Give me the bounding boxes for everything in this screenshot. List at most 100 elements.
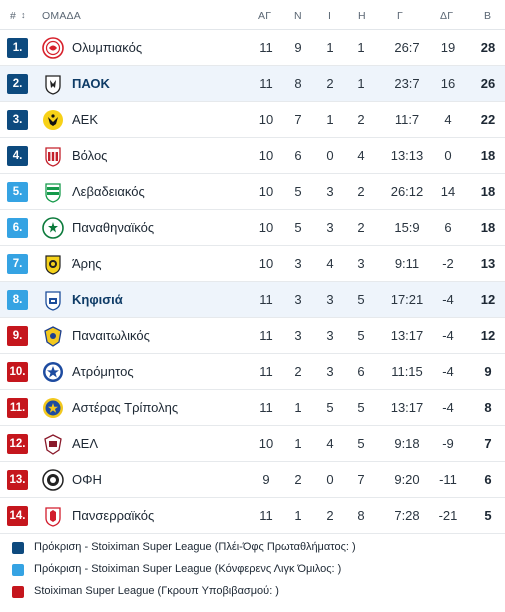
sort-icon[interactable]: ↕: [21, 10, 26, 20]
drawn-value: 2: [326, 76, 334, 91]
table-row[interactable]: 4. Βόλος 10 6 0 4 13:13 0 18: [0, 138, 505, 174]
table-row[interactable]: 3. ΑΕΚ 10 7 1 2 11:7 4 22: [0, 102, 505, 138]
lost-value: 5: [357, 400, 365, 415]
won-value: 1: [294, 508, 302, 523]
team-name[interactable]: Κηφισιά: [72, 292, 123, 307]
goal-diff-value: -4: [442, 328, 454, 343]
points-value: 8: [484, 400, 492, 415]
table-row[interactable]: 10. Ατρόμητος 11 2 3 6 11:15 -4 9: [0, 354, 505, 390]
olympiacos-crest: [42, 37, 64, 59]
goals-value: 13:13: [390, 148, 424, 163]
table-row[interactable]: 2. ΠΑΟΚ 11 8 2 1 23:7 16 26: [0, 66, 505, 102]
played-value: 11: [259, 364, 273, 379]
team-name[interactable]: Άρης: [72, 256, 102, 271]
points-value: 5: [484, 508, 492, 523]
table-row[interactable]: 7. Άρης 10 3 4 3 9:11 -2 13: [0, 246, 505, 282]
lost-value: 2: [357, 184, 365, 199]
played-value: 10: [258, 436, 274, 451]
lost-value: 2: [357, 112, 365, 127]
played-value: 10: [258, 256, 274, 271]
drawn-value: 1: [326, 112, 334, 127]
table-row[interactable]: 6. Παναθηναϊκός 10 5 3 2 15:9 6 18: [0, 210, 505, 246]
drawn-value: 4: [326, 436, 334, 451]
goal-diff-value: 6: [444, 220, 452, 235]
points-value: 18: [480, 220, 496, 235]
header-won[interactable]: Ν: [294, 10, 302, 22]
won-value: 6: [294, 148, 302, 163]
points-value: 7: [484, 436, 492, 451]
drawn-value: 3: [326, 220, 334, 235]
lost-value: 7: [357, 472, 365, 487]
team-name[interactable]: Παναθηναϊκός: [72, 220, 155, 235]
header-lost[interactable]: Η: [358, 10, 366, 22]
rank-badge: 5.: [7, 182, 28, 202]
table-row[interactable]: 8. Κηφισιά 11 3 3 5 17:21 -4 12: [0, 282, 505, 318]
header-rank[interactable]: #: [10, 10, 17, 22]
rank-badge: 1.: [7, 38, 28, 58]
points-value: 12: [480, 292, 496, 307]
lost-value: 8: [357, 508, 365, 523]
goal-diff-value: 4: [444, 112, 452, 127]
legend-swatch: [12, 564, 24, 576]
table-row[interactable]: 12. ΑΕΛ 10 1 4 5 9:18 -9 7: [0, 426, 505, 462]
team-name[interactable]: Πανσερραϊκός: [72, 508, 155, 523]
won-value: 9: [294, 40, 302, 55]
goal-diff-value: 14: [440, 184, 456, 199]
goals-value: 7:28: [394, 508, 420, 523]
points-value: 18: [480, 184, 496, 199]
drawn-value: 0: [326, 472, 334, 487]
goals-value: 23:7: [394, 76, 420, 91]
points-value: 13: [480, 256, 496, 271]
team-name[interactable]: Βόλος: [72, 148, 108, 163]
table-row[interactable]: 5. Λεβαδειακός 10 5 3 2 26:12 14 18: [0, 174, 505, 210]
team-name[interactable]: ΟΦΗ: [72, 472, 102, 487]
goals-value: 11:7: [394, 112, 420, 127]
team-name[interactable]: Αστέρας Τρίπολης: [72, 400, 179, 415]
goal-diff-value: 19: [440, 40, 456, 55]
table-row[interactable]: 11. Αστέρας Τρίπολης 11 1 5 5 13:17 -4 8: [0, 390, 505, 426]
ael-crest: [42, 433, 64, 455]
table-row[interactable]: 9. Παναιτωλικός 11 3 3 5 13:17 -4 12: [0, 318, 505, 354]
won-value: 5: [294, 220, 302, 235]
table-row[interactable]: 14. Πανσερραϊκός 11 1 2 8 7:28 -21 5: [0, 498, 505, 534]
goals-value: 9:11: [394, 256, 420, 271]
points-value: 22: [480, 112, 496, 127]
drawn-value: 2: [326, 508, 334, 523]
legend-swatch: [12, 586, 24, 598]
team-name[interactable]: Λεβαδειακός: [72, 184, 145, 199]
team-name[interactable]: Ατρόμητος: [72, 364, 134, 379]
won-value: 7: [294, 112, 302, 127]
legend-text: Πρόκριση - Stoiximan Super League (Κόνφε…: [34, 563, 342, 575]
team-name[interactable]: Παναιτωλικός: [72, 328, 150, 343]
panetolikos-crest: [42, 325, 64, 347]
goal-diff-value: -11: [439, 472, 457, 487]
header-team[interactable]: ΟΜΑΔΑ: [42, 10, 81, 22]
rank-badge: 10.: [7, 362, 28, 382]
header-played[interactable]: ΑΓ: [258, 10, 272, 22]
table-row[interactable]: 1. Ολυμπιακός 11 9 1 1 26:7 19 28: [0, 30, 505, 66]
header-drawn[interactable]: Ι: [328, 10, 332, 22]
rank-badge: 8.: [7, 290, 28, 310]
points-value: 6: [484, 472, 492, 487]
header-goal-diff[interactable]: ΔΓ: [440, 10, 454, 22]
team-name[interactable]: ΑΕΛ: [72, 436, 99, 451]
standings-table: 1. Ολυμπιακός 11 9 1 1 26:7 19 28 2. ΠΑΟ…: [0, 30, 505, 534]
points-value: 9: [484, 364, 492, 379]
played-value: 10: [258, 112, 274, 127]
team-name[interactable]: ΠΑΟΚ: [72, 76, 110, 91]
played-value: 11: [259, 328, 273, 343]
lost-value: 3: [357, 256, 365, 271]
rank-badge: 3.: [7, 110, 28, 130]
goal-diff-value: -2: [442, 256, 454, 271]
played-value: 11: [259, 292, 273, 307]
won-value: 3: [294, 256, 302, 271]
header-goals[interactable]: Γ: [397, 10, 403, 22]
table-row[interactable]: 13. ΟΦΗ 9 2 0 7 9:20 -11 6: [0, 462, 505, 498]
lost-value: 5: [357, 328, 365, 343]
drawn-value: 1: [326, 40, 334, 55]
team-name[interactable]: ΑΕΚ: [72, 112, 99, 127]
goal-diff-value: 16: [440, 76, 456, 91]
team-name[interactable]: Ολυμπιακός: [72, 40, 143, 55]
header-points[interactable]: Β: [484, 10, 492, 22]
levadiakos-crest: [42, 181, 64, 203]
